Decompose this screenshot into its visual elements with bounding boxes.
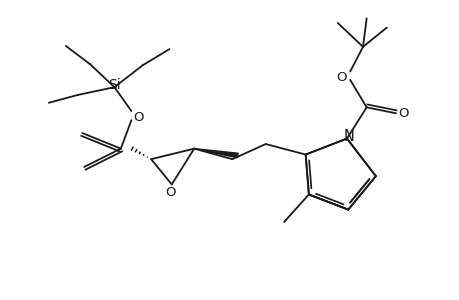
Text: O: O xyxy=(397,107,408,120)
Polygon shape xyxy=(194,148,238,158)
Text: Si: Si xyxy=(108,78,120,92)
Text: N: N xyxy=(342,129,353,144)
Text: O: O xyxy=(133,111,144,124)
Text: O: O xyxy=(165,186,176,199)
Text: O: O xyxy=(336,71,347,85)
